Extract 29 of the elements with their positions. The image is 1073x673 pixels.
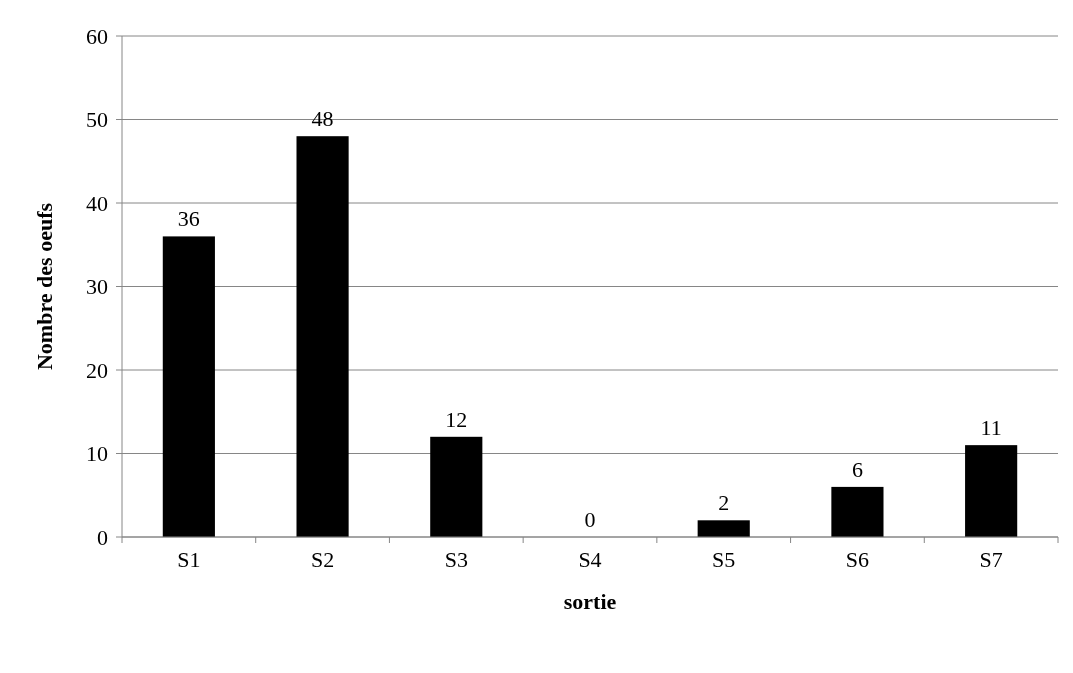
x-tick-label: S2 — [310, 547, 335, 572]
y-tick-label: 50 — [86, 107, 108, 133]
x-axis-title: sortie — [563, 589, 617, 614]
y-tick-label: 40 — [86, 190, 108, 216]
bar — [697, 520, 750, 537]
x-tick-label: S7 — [979, 547, 1003, 572]
data-label: 48 — [311, 106, 334, 132]
x-tick-label: S1 — [177, 547, 201, 572]
y-tick-label: 20 — [86, 357, 108, 383]
bar — [831, 486, 884, 537]
bar — [430, 436, 483, 537]
x-tick-label: S3 — [444, 547, 468, 572]
data-label: 11 — [980, 415, 1002, 441]
x-tick-label: S4 — [578, 547, 602, 572]
data-label: 36 — [177, 206, 200, 232]
y-axis-title: Nombre des oeufs — [32, 202, 57, 371]
x-tick-label: S5 — [712, 547, 736, 572]
bar — [965, 445, 1018, 537]
bar — [162, 236, 215, 537]
data-label: 2 — [718, 490, 730, 516]
y-tick-label: 60 — [86, 23, 108, 49]
y-tick-label: 0 — [97, 524, 108, 550]
y-tick-label: 10 — [86, 441, 108, 467]
data-label: 6 — [851, 456, 863, 482]
data-label: 0 — [584, 507, 596, 532]
x-tick-label: S6 — [845, 547, 870, 572]
y-tick-label: 30 — [86, 274, 108, 300]
data-label: 12 — [445, 406, 468, 432]
bar — [296, 136, 349, 537]
